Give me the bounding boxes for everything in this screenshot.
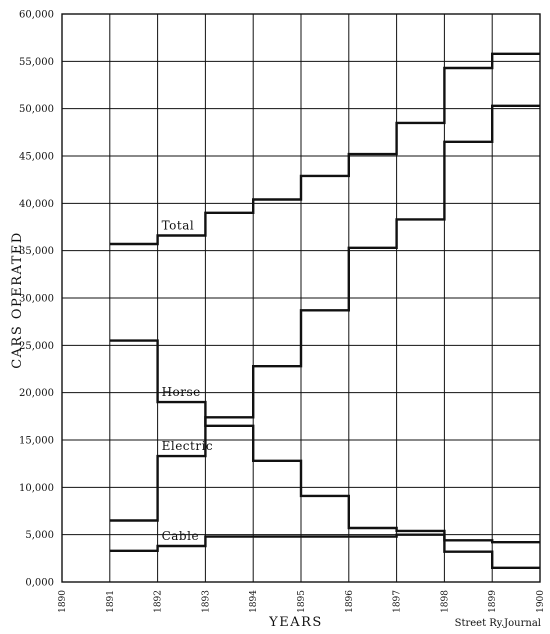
y-tick-label: 20,000 <box>19 388 54 399</box>
x-tick-label: 1897 <box>393 590 403 613</box>
y-tick-label: 50,000 <box>19 104 54 115</box>
x-tick-label: 1899 <box>488 590 498 613</box>
x-tick-label: 1893 <box>201 590 211 613</box>
x-tick-label: 1895 <box>297 590 307 613</box>
x-tick-label: 1900 <box>536 590 546 613</box>
y-tick-label: 45,000 <box>19 152 54 163</box>
series-label-cable: Cable <box>162 529 199 543</box>
x-tick-label: 1890 <box>58 590 68 613</box>
y-tick-label: 40,000 <box>19 199 54 210</box>
series-label-electric: Electric <box>162 439 214 453</box>
series-line-horse <box>109 339 540 544</box>
plot-frame <box>61 13 541 583</box>
series-label-horse: Horse <box>162 385 201 399</box>
x-tick-label: 1891 <box>106 590 116 613</box>
y-tick-label: 5,000 <box>25 530 54 541</box>
y-axis-title: CARS OPERATED <box>10 231 25 369</box>
x-tick-label: 1894 <box>249 590 259 613</box>
y-tick-label: 10,000 <box>19 483 54 494</box>
y-tick-label: 30,000 <box>19 294 54 305</box>
series-line-cable <box>109 533 540 569</box>
series-label-total: Total <box>162 219 195 233</box>
y-tick-label: 35,000 <box>19 246 54 257</box>
y-tick-label: 60,000 <box>19 10 54 21</box>
y-tick-labels: 0,000 5,000 10,000 15,000 20,000 25,000 30,000… <box>19 10 54 589</box>
source-credit: Street Ry.Journal <box>455 618 541 629</box>
x-tick-label: 1896 <box>345 590 355 613</box>
series-line-total <box>109 52 540 246</box>
y-tick-label: 55,000 <box>19 57 54 68</box>
series-labels: Total Horse Electric Cable <box>162 219 214 544</box>
series-line-electric <box>109 104 540 522</box>
x-tick-labels: 1890 1891 1892 1893 1894 1895 1896 1897 1898 1899… <box>58 590 546 613</box>
x-tick-label: 1898 <box>440 590 450 613</box>
y-tick-label: 25,000 <box>19 341 54 352</box>
y-tick-label: 15,000 <box>19 436 54 447</box>
y-tick-label: 0,000 <box>25 578 54 589</box>
x-axis-title: YEARS <box>268 615 323 630</box>
x-tick-label: 1892 <box>154 590 164 613</box>
grid <box>61 13 541 583</box>
series-lines <box>109 52 540 569</box>
